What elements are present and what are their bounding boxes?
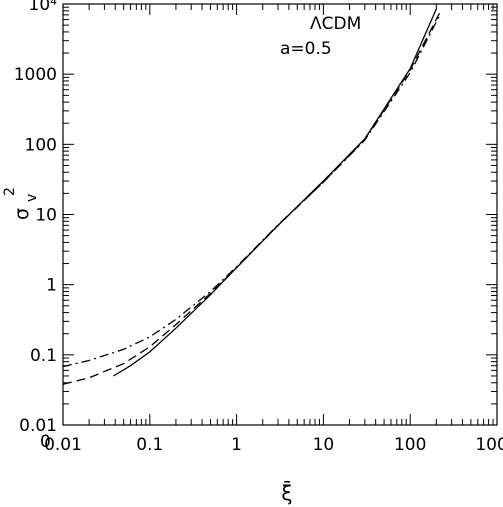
x-tick-label: 10 <box>313 435 335 455</box>
y-tick-label: 1 <box>46 276 57 296</box>
annotation-scale-factor: a=0.5 <box>280 39 332 59</box>
y-axis-label: σ v 2 <box>2 187 40 220</box>
tick-labels: 0.01 0.1 1 10 100 1000 0.01 0.1 1 10 100 1000 10⁴ <box>14 0 503 455</box>
y-tick-label: 10⁴ <box>29 0 58 15</box>
plot-frame <box>62 3 498 426</box>
x-tick-label: 1 <box>231 435 242 455</box>
y-axis-label-sup: 2 <box>2 187 18 196</box>
series-line-solid <box>112 8 437 377</box>
y-axis-label-sub: v <box>24 194 40 202</box>
y-tick-label: 100 <box>25 135 57 155</box>
y-tick-label: 10 <box>35 206 57 226</box>
x-axis-label: ξ̄ <box>281 480 292 505</box>
corner-zero-label: 0 <box>40 432 51 452</box>
y-tick-label: 0.01 <box>19 416 57 436</box>
x-tick-label: 0.01 <box>44 435 82 455</box>
y-tick-label: 0.1 <box>30 346 57 366</box>
y-axis-label-base: σ <box>11 208 33 220</box>
y-tick-label: 1000 <box>14 65 57 85</box>
x-tick-label: 1000 <box>475 435 503 455</box>
series-line-dashed <box>62 12 441 385</box>
x-tick-label: 100 <box>394 435 426 455</box>
annotation-model: ΛCDM <box>310 14 361 34</box>
series-line-dashdot <box>62 14 441 368</box>
series-layer <box>62 8 441 385</box>
x-tick-label: 0.1 <box>136 435 163 455</box>
axis-ticks <box>62 3 498 426</box>
